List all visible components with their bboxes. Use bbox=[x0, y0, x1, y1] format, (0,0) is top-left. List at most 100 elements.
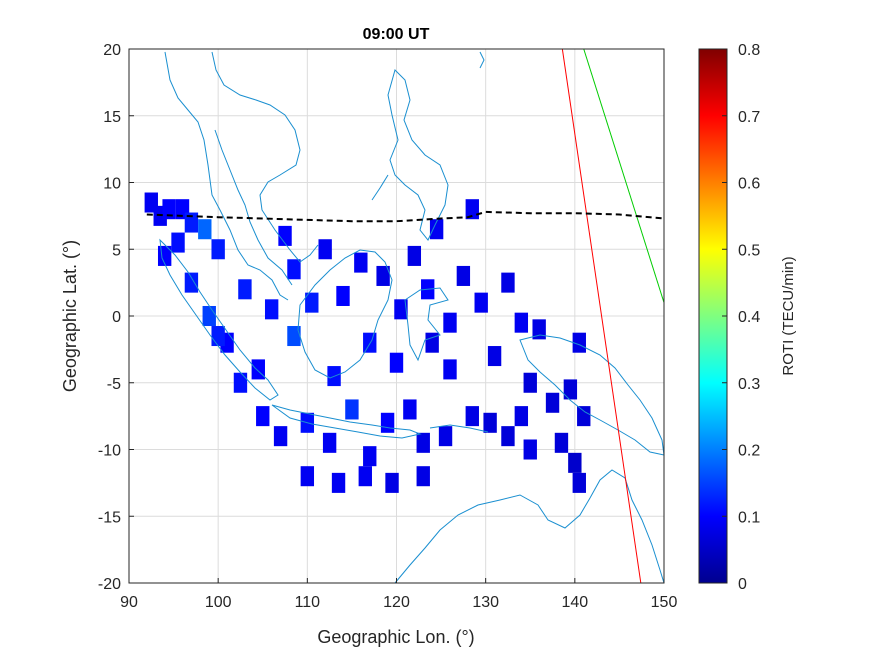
terminator-line-0 bbox=[561, 48, 642, 584]
colorbar-tick-label-0: 0.8 bbox=[738, 42, 760, 59]
y-tick-label-8: -20 bbox=[98, 576, 121, 593]
x-tick-label-3: 120 bbox=[383, 594, 410, 611]
roti-cell bbox=[545, 392, 560, 413]
roti-cell bbox=[354, 252, 368, 273]
roti-cell bbox=[438, 426, 453, 447]
colorbar-tick-label-2: 0.6 bbox=[738, 176, 760, 193]
x-tick-label-1: 100 bbox=[205, 594, 232, 611]
roti-cell bbox=[429, 219, 444, 240]
roti-cell bbox=[532, 319, 546, 340]
colorbar-tick-label-5: 0.3 bbox=[738, 376, 760, 393]
roti-cells bbox=[144, 192, 591, 493]
coastline-java bbox=[271, 404, 422, 439]
roti-cell bbox=[407, 245, 422, 266]
roti-cell bbox=[523, 372, 537, 393]
coastline-lesser-sunda bbox=[429, 424, 489, 433]
roti-cell bbox=[394, 299, 408, 320]
coastline-philippines bbox=[387, 69, 449, 241]
roti-cell bbox=[162, 199, 176, 220]
roti-cell bbox=[577, 406, 591, 427]
coastline-palawan bbox=[371, 174, 389, 201]
roti-cell bbox=[389, 352, 404, 373]
colorbar-label: ROTI (TECU/min) bbox=[780, 256, 797, 375]
roti-cell bbox=[501, 426, 515, 447]
colorbar: 0.8 0.7 0.6 0.5 0.4 0.3 0.2 0.1 0 ROTI (TECU/min… bbox=[698, 42, 797, 593]
coastline-mainland bbox=[164, 51, 289, 301]
y-tick-label-5: -5 bbox=[107, 376, 121, 393]
roti-cell bbox=[211, 239, 225, 260]
roti-cell bbox=[171, 232, 185, 253]
colorbar-tick-label-3: 0.5 bbox=[738, 242, 760, 259]
roti-cell bbox=[416, 432, 430, 453]
roti-cell bbox=[233, 372, 248, 393]
roti-cell bbox=[483, 412, 497, 433]
coastline-sumatra bbox=[159, 238, 279, 401]
roti-cell bbox=[380, 412, 395, 433]
coastline-taiwan bbox=[479, 51, 485, 69]
roti-cell bbox=[465, 199, 479, 220]
roti-cell bbox=[264, 299, 279, 320]
roti-cell bbox=[376, 265, 390, 286]
roti-cell bbox=[273, 426, 288, 447]
roti-cell bbox=[523, 439, 537, 460]
roti-cell bbox=[278, 225, 292, 246]
coastlines bbox=[159, 51, 665, 584]
y-tick-label-7: -15 bbox=[98, 509, 121, 526]
coastline-sulawesi bbox=[404, 287, 449, 362]
roti-cell bbox=[487, 346, 502, 367]
roti-cell bbox=[563, 379, 578, 400]
roti-cell bbox=[572, 332, 586, 353]
roti-cell bbox=[184, 272, 199, 293]
roti-cell bbox=[318, 239, 332, 260]
terminator-line-1 bbox=[583, 48, 665, 303]
roti-cell bbox=[198, 219, 212, 240]
roti-cell bbox=[456, 265, 471, 286]
y-tick-labels: 20 15 10 5 0 -5 -10 -15 -20 bbox=[98, 42, 134, 593]
roti-cell bbox=[425, 332, 439, 353]
roti-cell bbox=[184, 212, 199, 233]
colorbar-tick-label-7: 0.1 bbox=[738, 509, 760, 526]
roti-cell bbox=[322, 432, 337, 453]
y-axis-label: Geographic Lat. (°) bbox=[60, 240, 80, 392]
colorbar-tick-label-4: 0.4 bbox=[738, 309, 760, 326]
roti-cell bbox=[443, 312, 457, 333]
colorbar-tick-label-8: 0 bbox=[738, 576, 747, 593]
coastline-australia bbox=[394, 469, 665, 584]
roti-cell bbox=[474, 292, 488, 313]
roti-cell bbox=[358, 466, 372, 487]
x-tick-labels: 90 100 110 120 130 140 150 bbox=[120, 578, 677, 611]
roti-cell bbox=[501, 272, 515, 293]
roti-cell bbox=[331, 472, 346, 493]
roti-cell bbox=[345, 399, 359, 420]
coastline-borneo bbox=[297, 249, 393, 379]
x-tick-label-0: 90 bbox=[120, 594, 138, 611]
roti-cell bbox=[256, 406, 270, 427]
roti-cell bbox=[554, 432, 569, 453]
roti-cell bbox=[305, 292, 319, 313]
roti-cell bbox=[202, 305, 216, 327]
x-tick-label-4: 130 bbox=[472, 594, 499, 611]
coastline-malaya bbox=[214, 129, 293, 286]
x-tick-label-5: 140 bbox=[561, 594, 588, 611]
x-tick-label-6: 150 bbox=[651, 594, 678, 611]
magnetic-equator-line bbox=[146, 210, 665, 223]
roti-cell bbox=[363, 446, 377, 467]
roti-cell bbox=[211, 326, 225, 347]
x-axis-label: Geographic Lon. (°) bbox=[317, 627, 474, 647]
roti-cell bbox=[403, 399, 417, 420]
roti-cell bbox=[465, 406, 479, 427]
y-tick-label-6: -10 bbox=[98, 443, 121, 460]
y-tick-label-0: 20 bbox=[103, 42, 121, 59]
coastline-mainland-east bbox=[211, 51, 319, 263]
y-tick-label-3: 5 bbox=[112, 242, 121, 259]
plot-area: 90 100 110 120 130 140 150 20 15 10 5 0 -5 -10 -15 -20 bbox=[98, 42, 678, 611]
roti-cell bbox=[287, 259, 301, 280]
x-tick-label-2: 110 bbox=[295, 594, 321, 611]
overlay-lines bbox=[146, 48, 665, 584]
roti-cell bbox=[568, 452, 582, 473]
colorbar-tick-labels: 0.8 0.7 0.6 0.5 0.4 0.3 0.2 0.1 0 bbox=[722, 42, 760, 593]
roti-cell bbox=[443, 359, 457, 380]
roti-cell bbox=[572, 472, 586, 493]
roti-cell bbox=[363, 332, 377, 353]
